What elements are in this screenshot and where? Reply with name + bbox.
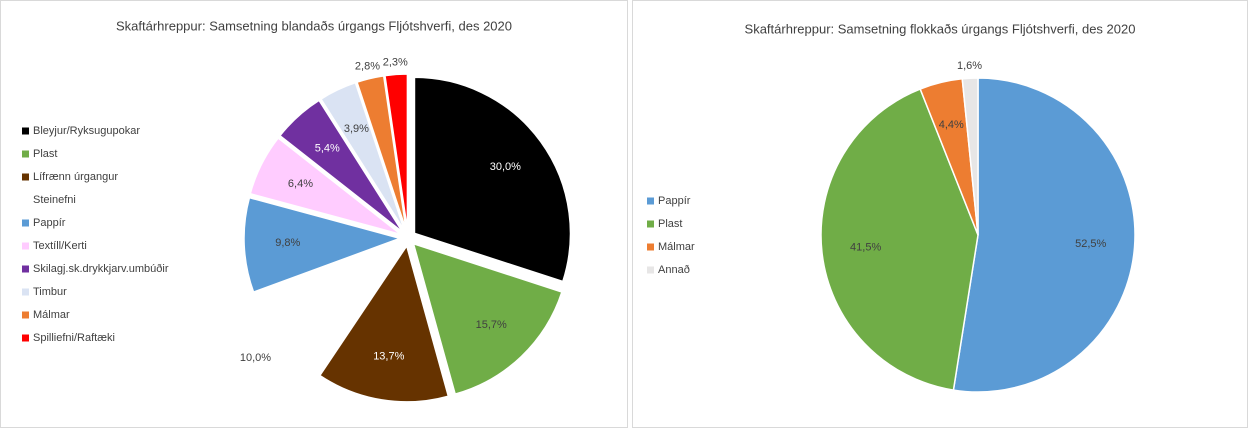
legend-swatch: [647, 266, 654, 274]
pie-slice: [820, 88, 979, 391]
pie-slice: [243, 196, 403, 294]
legend-label: Málmar: [658, 241, 695, 253]
legend-label: Plast: [658, 218, 682, 230]
legend-swatch: [22, 196, 29, 204]
legend-label: Plast: [33, 148, 57, 160]
chart-title: Skaftárhreppur: Samsetning blandaðs úrga…: [116, 18, 512, 33]
pie-slice: [318, 244, 450, 403]
legend-swatch: [22, 219, 29, 227]
legend-swatch: [22, 242, 29, 250]
data-label: 9,8%: [275, 237, 300, 249]
data-label: 2,3%: [383, 56, 408, 68]
legend-swatch: [22, 150, 29, 158]
legend-swatch: [647, 220, 654, 228]
data-label: 30,0%: [490, 161, 521, 173]
legend-label: Spilliefni/Raftæki: [33, 332, 115, 344]
data-label: 41,5%: [850, 241, 881, 253]
legend-label: Pappír: [658, 195, 691, 207]
pie-slice: [319, 81, 406, 232]
legend-label: Timbur: [33, 286, 67, 298]
pie-slice: [356, 74, 407, 231]
legend-swatch: [647, 197, 654, 205]
legend-swatch: [22, 265, 29, 273]
legend-label: Steinefni: [33, 194, 76, 206]
legend-swatch: [22, 311, 29, 319]
pie-slice: [384, 73, 409, 231]
pie-slice: [278, 99, 404, 233]
legend-label: Skilagj.sk.drykkjarv.umbúðir: [33, 263, 169, 275]
data-label: 3,9%: [344, 123, 369, 135]
legend-label: Bleyjur/Ryksugupokar: [33, 125, 140, 137]
pie-slice: [952, 77, 1136, 393]
pie-slice: [412, 242, 563, 396]
legend-label: Textíll/Kerti: [33, 240, 87, 252]
data-label: 2,8%: [355, 61, 380, 73]
legend-swatch: [22, 173, 29, 181]
legend-swatch: [22, 334, 29, 342]
legend-swatch: [22, 288, 29, 296]
pie-slice: [249, 136, 402, 236]
data-label: 10,0%: [240, 352, 271, 364]
data-label: 5,4%: [315, 143, 340, 155]
pie-slice: [254, 241, 404, 374]
legend-label: Lífrænn úrgangur: [33, 171, 118, 183]
chart-title: Skaftárhreppur: Samsetning flokkaðs úrga…: [745, 21, 1136, 36]
legend-swatch: [22, 127, 29, 135]
data-label: 4,4%: [939, 119, 964, 131]
legend-label: Annað: [658, 264, 690, 276]
data-label: 13,7%: [373, 351, 404, 363]
legend-swatch: [647, 243, 654, 251]
legend-label: Málmar: [33, 309, 70, 321]
data-label: 52,5%: [1075, 238, 1106, 250]
data-label: 15,7%: [476, 319, 507, 331]
data-label: 1,6%: [957, 60, 982, 72]
data-label: 6,4%: [288, 178, 313, 190]
pie-slice: [961, 77, 979, 236]
pie-slice: [413, 76, 572, 283]
legend-label: Pappír: [33, 217, 66, 229]
